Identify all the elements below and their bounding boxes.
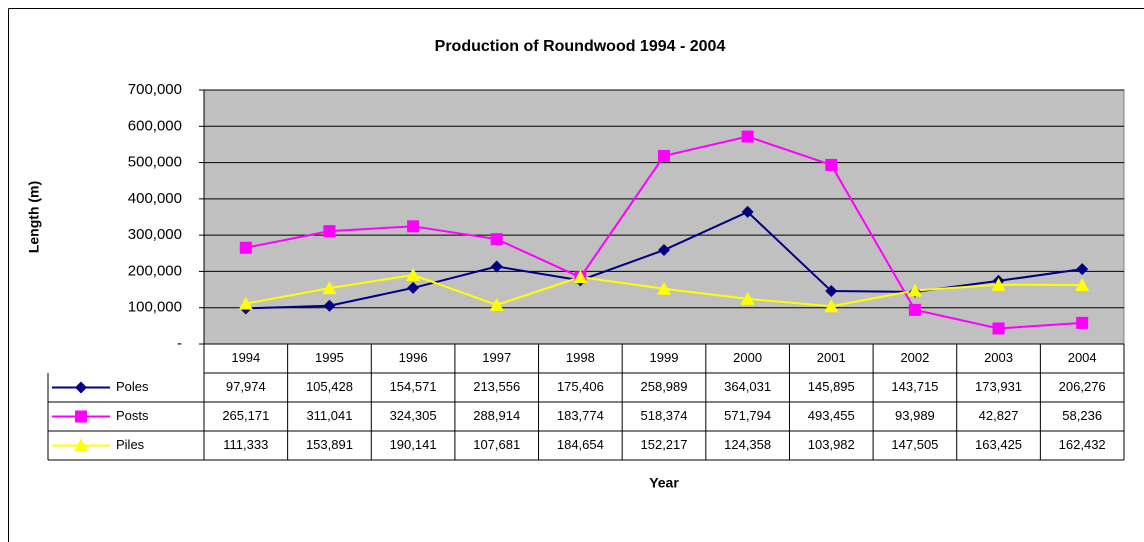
x-tick-label: 2001 <box>817 350 846 365</box>
marker <box>1075 278 1090 292</box>
table-value: 97,974 <box>226 379 266 394</box>
table-value: 206,276 <box>1059 379 1106 394</box>
table-value: 493,455 <box>808 408 855 423</box>
table-value: 105,428 <box>306 379 353 394</box>
marker <box>741 205 754 218</box>
marker <box>992 322 1005 335</box>
legend-marker <box>74 438 88 452</box>
marker <box>825 158 838 171</box>
marker <box>908 303 921 316</box>
legend-label: Posts <box>116 408 149 423</box>
marker <box>323 225 336 238</box>
marker <box>824 299 839 313</box>
marker <box>323 299 336 312</box>
table-value: 162,432 <box>1059 437 1106 452</box>
y-tick-label: 600,000 <box>128 117 182 134</box>
table-value: 111,333 <box>223 437 268 452</box>
y-tick-label: 500,000 <box>128 154 182 171</box>
x-tick-label: 1999 <box>650 350 679 365</box>
legend-label: Poles <box>116 379 149 394</box>
x-tick-label: 2002 <box>900 350 929 365</box>
marker <box>406 268 421 282</box>
table-value: 93,989 <box>895 408 935 423</box>
x-tick-label: 1995 <box>315 350 344 365</box>
table-value: 324,305 <box>390 408 437 423</box>
y-tick-label: - <box>177 335 182 352</box>
y-tick-label: 700,000 <box>128 81 182 98</box>
table-value: 103,982 <box>808 437 855 452</box>
y-tick-label: 200,000 <box>128 262 182 279</box>
x-tick-label: 2004 <box>1068 350 1097 365</box>
x-tick-label: 2000 <box>733 350 762 365</box>
table-value: 153,891 <box>306 437 353 452</box>
table-value: 288,914 <box>473 408 520 423</box>
marker <box>238 296 253 310</box>
table-value: 124,358 <box>724 437 771 452</box>
marker <box>490 233 503 246</box>
marker <box>907 283 922 297</box>
table-value: 143,715 <box>891 379 938 394</box>
marker <box>740 291 755 305</box>
marker <box>573 269 588 283</box>
table-value: 364,031 <box>724 379 771 394</box>
table-value: 107,681 <box>473 437 520 452</box>
marker <box>239 241 252 254</box>
legend-label: Piles <box>116 437 145 452</box>
table-value: 258,989 <box>641 379 688 394</box>
y-tick-label: 400,000 <box>128 190 182 207</box>
table-value: 154,571 <box>390 379 437 394</box>
x-axis-label: Year <box>649 475 679 491</box>
table-value: 213,556 <box>473 379 520 394</box>
marker <box>322 281 337 295</box>
marker <box>825 285 838 298</box>
marker <box>1076 263 1089 276</box>
y-axis-label: Length (m) <box>26 181 42 253</box>
table-value: 190,141 <box>390 437 437 452</box>
marker <box>657 281 671 295</box>
x-tick-label: 1997 <box>482 350 511 365</box>
marker <box>1076 316 1089 329</box>
table-value: 152,217 <box>641 437 688 452</box>
marker <box>991 277 1006 291</box>
y-tick-label: 300,000 <box>128 226 182 243</box>
marker <box>658 149 670 162</box>
table-value: 183,774 <box>557 408 604 423</box>
marker <box>407 281 420 294</box>
table-value: 58,236 <box>1062 408 1102 423</box>
table-value: 145,895 <box>808 379 855 394</box>
x-tick-label: 1994 <box>231 350 260 365</box>
marker <box>658 244 670 257</box>
plot-area <box>203 89 1125 345</box>
legend-marker <box>75 410 87 423</box>
x-tick-label: 1996 <box>399 350 428 365</box>
x-tick-label: 2003 <box>984 350 1013 365</box>
y-tick-label: 100,000 <box>128 299 182 316</box>
table-value: 518,374 <box>641 408 688 423</box>
table-value: 42,827 <box>979 408 1019 423</box>
marker <box>741 130 754 143</box>
table-value: 163,425 <box>975 437 1022 452</box>
table-value: 175,406 <box>557 379 604 394</box>
marker <box>407 220 420 233</box>
marker <box>489 297 504 311</box>
table-value: 184,654 <box>557 437 604 452</box>
table-value: 265,171 <box>222 408 269 423</box>
x-tick-label: 1998 <box>566 350 595 365</box>
table-value: 571,794 <box>724 408 771 423</box>
table-value: 147,505 <box>891 437 938 452</box>
chart-title: Production of Roundwood 1994 - 2004 <box>435 38 726 55</box>
table-value: 311,041 <box>306 408 352 423</box>
table-value: 173,931 <box>975 379 1022 394</box>
marker <box>490 260 503 273</box>
legend-marker <box>75 381 87 394</box>
